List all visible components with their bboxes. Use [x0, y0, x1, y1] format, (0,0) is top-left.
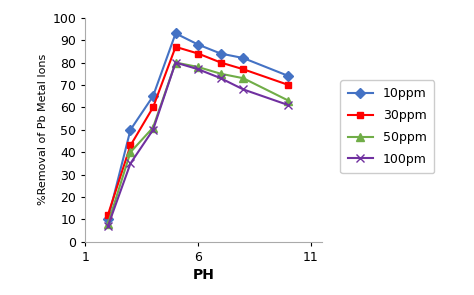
Line: 30ppm: 30ppm: [104, 43, 292, 219]
50ppm: [105, 222, 111, 226]
10ppm: [173, 32, 178, 35]
100pm: [218, 76, 224, 80]
30ppm: [173, 45, 178, 49]
Y-axis label: %Removal of Pb Metal Ions: %Removal of Pb Metal Ions: [38, 54, 48, 205]
10ppm: [195, 43, 201, 46]
30ppm: [240, 68, 246, 71]
Line: 50ppm: 50ppm: [104, 58, 292, 228]
100pm: [105, 224, 111, 228]
50ppm: [195, 65, 201, 69]
10ppm: [105, 218, 111, 221]
100pm: [240, 88, 246, 91]
Legend: 10ppm, 30ppm, 50ppm, 100pm: 10ppm, 30ppm, 50ppm, 100pm: [340, 80, 434, 173]
X-axis label: PH: PH: [193, 268, 215, 282]
100pm: [286, 103, 292, 107]
10ppm: [218, 52, 224, 55]
50ppm: [286, 99, 292, 102]
50ppm: [218, 72, 224, 76]
30ppm: [150, 106, 156, 109]
Line: 100pm: 100pm: [104, 58, 292, 230]
100pm: [195, 68, 201, 71]
30ppm: [105, 213, 111, 217]
50ppm: [173, 61, 178, 64]
10ppm: [128, 128, 133, 132]
10ppm: [240, 56, 246, 60]
30ppm: [128, 144, 133, 147]
30ppm: [218, 61, 224, 64]
30ppm: [195, 52, 201, 55]
Line: 10ppm: 10ppm: [104, 30, 292, 223]
50ppm: [240, 76, 246, 80]
100pm: [173, 61, 178, 64]
10ppm: [286, 74, 292, 78]
100pm: [150, 128, 156, 132]
10ppm: [150, 94, 156, 98]
50ppm: [128, 150, 133, 154]
100pm: [128, 162, 133, 165]
50ppm: [150, 126, 156, 129]
30ppm: [286, 83, 292, 87]
